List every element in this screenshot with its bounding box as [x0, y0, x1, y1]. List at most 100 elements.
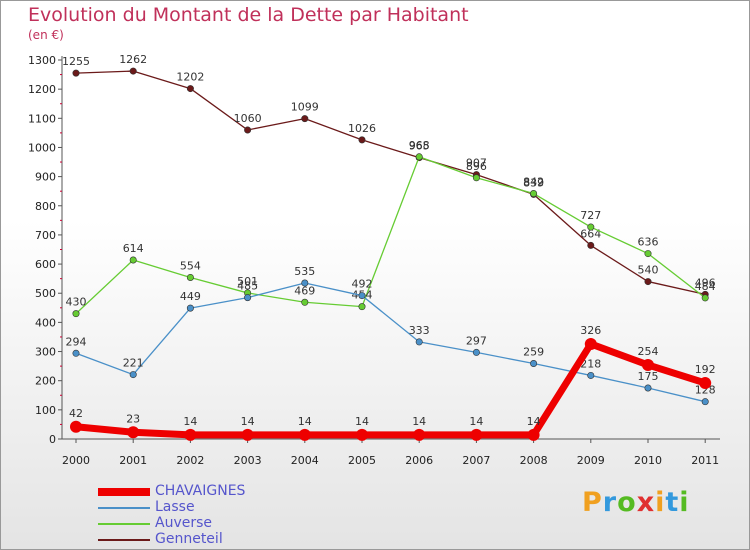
y-tick-label: 0	[49, 433, 56, 446]
legend-swatch-lasse	[98, 507, 150, 509]
x-tick-label: 2003	[234, 454, 262, 467]
series-chavaignes: 42 23 14 14 14 14 14 14 14 326 254 192	[69, 324, 716, 441]
legend-label-chavaignes: CHAVAIGNES	[155, 483, 246, 499]
data-point-chavaignes	[584, 337, 597, 350]
legend-label-auverse: Auverse	[155, 515, 213, 531]
series-line-genneteil	[75, 70, 706, 296]
data-point-auverse	[644, 250, 652, 258]
data-label-auverse: 554	[180, 259, 201, 272]
data-label-genneteil: 540	[638, 264, 659, 277]
x-tick-label: 2008	[520, 454, 548, 467]
data-point-auverse	[530, 190, 538, 198]
data-point-lasse	[186, 304, 194, 312]
data-point-genneteil	[587, 241, 595, 249]
data-label-auverse: 842	[523, 176, 544, 189]
data-label-auverse: 501	[237, 275, 258, 288]
data-label-genneteil: 907	[466, 157, 487, 170]
y-tick-label: 900	[35, 171, 56, 184]
data-point-chavaignes	[527, 428, 540, 441]
series-line-auverse	[75, 156, 706, 315]
x-tick-label: 2011	[691, 454, 719, 467]
data-label-chavaignes: 23	[126, 412, 140, 425]
series-line-chavaignes	[72, 340, 709, 439]
y-tick-label: 700	[35, 229, 56, 242]
data-label-chavaignes: 192	[695, 363, 716, 376]
x-tick-label: 2010	[634, 454, 662, 467]
data-label-genneteil: 496	[695, 276, 716, 289]
y-tick-label: 500	[35, 287, 56, 300]
data-label-chavaignes: 14	[412, 415, 426, 428]
series-genneteil: 1255 1262 1202 1060 1099 1026 965 907 839 664 540 4…	[62, 53, 716, 298]
data-label-auverse: 636	[638, 236, 659, 249]
data-point-auverse	[472, 174, 480, 182]
data-point-auverse	[358, 303, 366, 311]
data-label-chavaignes: 42	[69, 407, 83, 420]
data-label-lasse: 535	[294, 265, 315, 278]
data-label-auverse: 896	[466, 160, 487, 173]
data-label-chavaignes: 14	[355, 415, 369, 428]
data-point-auverse	[186, 273, 194, 281]
data-label-lasse: 294	[66, 335, 87, 348]
data-label-auverse: 968	[409, 139, 430, 152]
x-tick-label: 2002	[176, 454, 204, 467]
data-point-lasse	[472, 348, 480, 356]
data-label-auverse: 484	[695, 280, 716, 293]
proxiti-logo: Proxiti	[582, 487, 690, 518]
x-tick-label: 2007	[462, 454, 490, 467]
logo-letter: t	[665, 487, 680, 518]
y-tick-label: 800	[35, 200, 56, 213]
data-point-chavaignes	[70, 420, 82, 433]
data-point-genneteil	[244, 126, 252, 134]
data-label-lasse: 259	[523, 345, 544, 358]
legend-swatch-chavaignes	[98, 488, 150, 496]
data-label-genneteil: 839	[523, 176, 544, 189]
data-label-chavaignes: 14	[527, 415, 541, 428]
data-point-chavaignes	[642, 358, 654, 371]
legend: CHAVAIGNES Lasse Auverse Genneteil	[98, 483, 318, 548]
data-point-auverse	[415, 153, 423, 161]
data-label-lasse: 175	[638, 370, 659, 383]
y-tick-label: 200	[35, 375, 56, 388]
data-point-genneteil	[186, 85, 194, 93]
data-point-chavaignes	[470, 428, 483, 441]
data-point-genneteil	[72, 69, 80, 77]
logo-letter: o	[617, 487, 637, 518]
y-tick-label: 100	[35, 404, 56, 417]
data-label-lasse: 333	[409, 324, 430, 337]
data-point-chavaignes	[356, 428, 368, 441]
data-point-lasse	[415, 338, 423, 346]
data-point-chavaignes	[413, 428, 426, 441]
y-tick-label: 1100	[28, 112, 56, 125]
data-point-genneteil	[644, 278, 652, 286]
data-point-lasse	[701, 398, 709, 406]
series-line-lasse	[75, 282, 706, 403]
chart-subtitle: (en €)	[28, 28, 64, 42]
data-label-genneteil: 1026	[348, 122, 376, 135]
y-tick-label: 1300	[28, 54, 56, 67]
data-point-auverse	[587, 223, 595, 231]
x-tick-label: 2000	[62, 454, 90, 467]
data-label-lasse: 449	[180, 290, 201, 303]
data-point-chavaignes	[298, 428, 311, 441]
data-point-auverse	[129, 256, 137, 264]
legend-label-lasse: Lasse	[155, 499, 195, 515]
data-point-chavaignes	[127, 426, 140, 439]
y-tick-label: 300	[35, 346, 56, 359]
legend-swatch-auverse	[98, 523, 150, 525]
data-label-chavaignes: 14	[469, 415, 483, 428]
logo-letter: P	[582, 487, 603, 518]
data-label-genneteil: 965	[409, 140, 430, 153]
legend-item-genneteil: Genneteil	[98, 531, 318, 548]
data-label-auverse: 727	[580, 209, 601, 222]
data-point-chavaignes	[241, 428, 254, 441]
data-label-chavaignes: 14	[241, 415, 255, 428]
y-tick-label: 1000	[28, 141, 56, 154]
data-point-auverse	[701, 294, 709, 302]
data-label-genneteil: 1202	[176, 71, 204, 84]
data-label-lasse: 297	[466, 334, 487, 347]
line-chart: 0 100 200 300 400 500 600 700 800 900 1000 1100 1200…	[28, 53, 720, 467]
y-tick-label: 1200	[28, 83, 56, 96]
data-label-lasse: 218	[580, 357, 601, 370]
logo-letter: x	[636, 487, 656, 518]
data-label-auverse: 614	[123, 242, 144, 255]
